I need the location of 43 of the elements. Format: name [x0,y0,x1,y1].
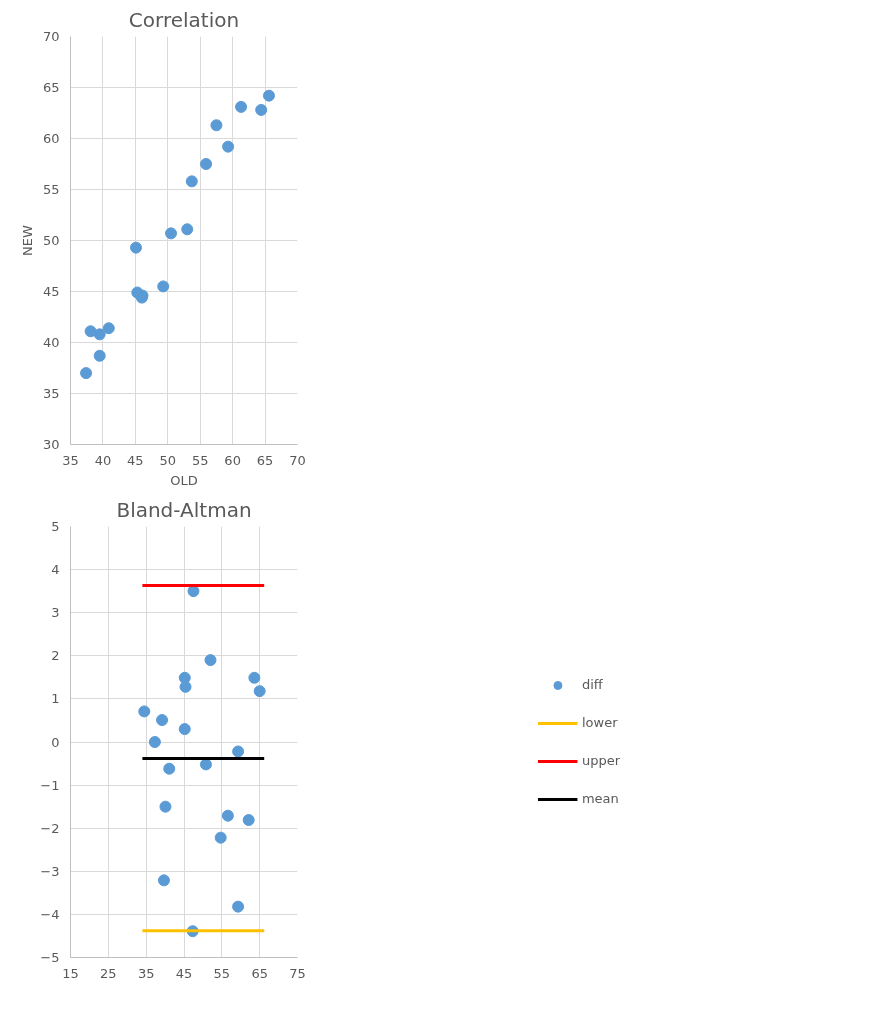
y-tick-label: 1 [51,691,60,707]
x-tick-label: 45 [175,965,193,981]
x-axis-title: OLD [170,472,198,488]
legend-label: mean [581,791,619,806]
y-tick-label: −4 [40,906,60,922]
y-axis-title: NEW [19,224,35,256]
legend-label: lower [581,715,618,730]
y-tick-label: 0 [51,734,60,750]
x-tick-label: 45 [127,452,144,468]
y-tick-label: 4 [51,562,60,578]
y-tick-label: 35 [42,386,60,401]
x-tick-label: 55 [191,452,209,468]
legend-label: diff [581,677,603,692]
x-tick-label: 40 [94,452,112,468]
y-tick-label: 65 [42,80,60,95]
x-tick-label: 50 [159,452,177,468]
x-tick-label: 75 [289,965,306,981]
y-tick-label: 5 [51,519,60,534]
y-tick-label: 45 [42,284,60,299]
y-tick-label: 50 [42,233,60,248]
y-tick-label: −3 [40,863,60,879]
chart-title: Correlation [128,7,240,32]
x-tick-label: 25 [100,965,117,981]
x-tick-label: 65 [256,452,274,468]
y-tick-label: 60 [42,131,60,146]
y-tick-label: 2 [51,648,60,664]
legend-label: upper [581,753,621,768]
x-tick-label: 70 [289,452,306,468]
y-tick-label: 3 [51,605,60,621]
x-tick-label: 55 [213,965,231,981]
y-tick-label: −2 [40,820,60,836]
y-tick-label: 30 [42,437,60,452]
x-tick-label: 35 [137,965,155,981]
x-tick-label: 65 [251,965,268,981]
x-tick-label: 35 [62,452,79,468]
y-tick-label: 70 [42,29,60,44]
y-tick-label: 40 [42,335,60,350]
chart-title: Bland-Altman [116,497,252,522]
y-tick-label: 55 [42,182,60,197]
y-tick-label: −5 [40,950,60,965]
x-tick-label: 60 [224,452,241,468]
x-tick-label: 15 [62,965,79,981]
y-tick-label: −1 [40,777,60,793]
